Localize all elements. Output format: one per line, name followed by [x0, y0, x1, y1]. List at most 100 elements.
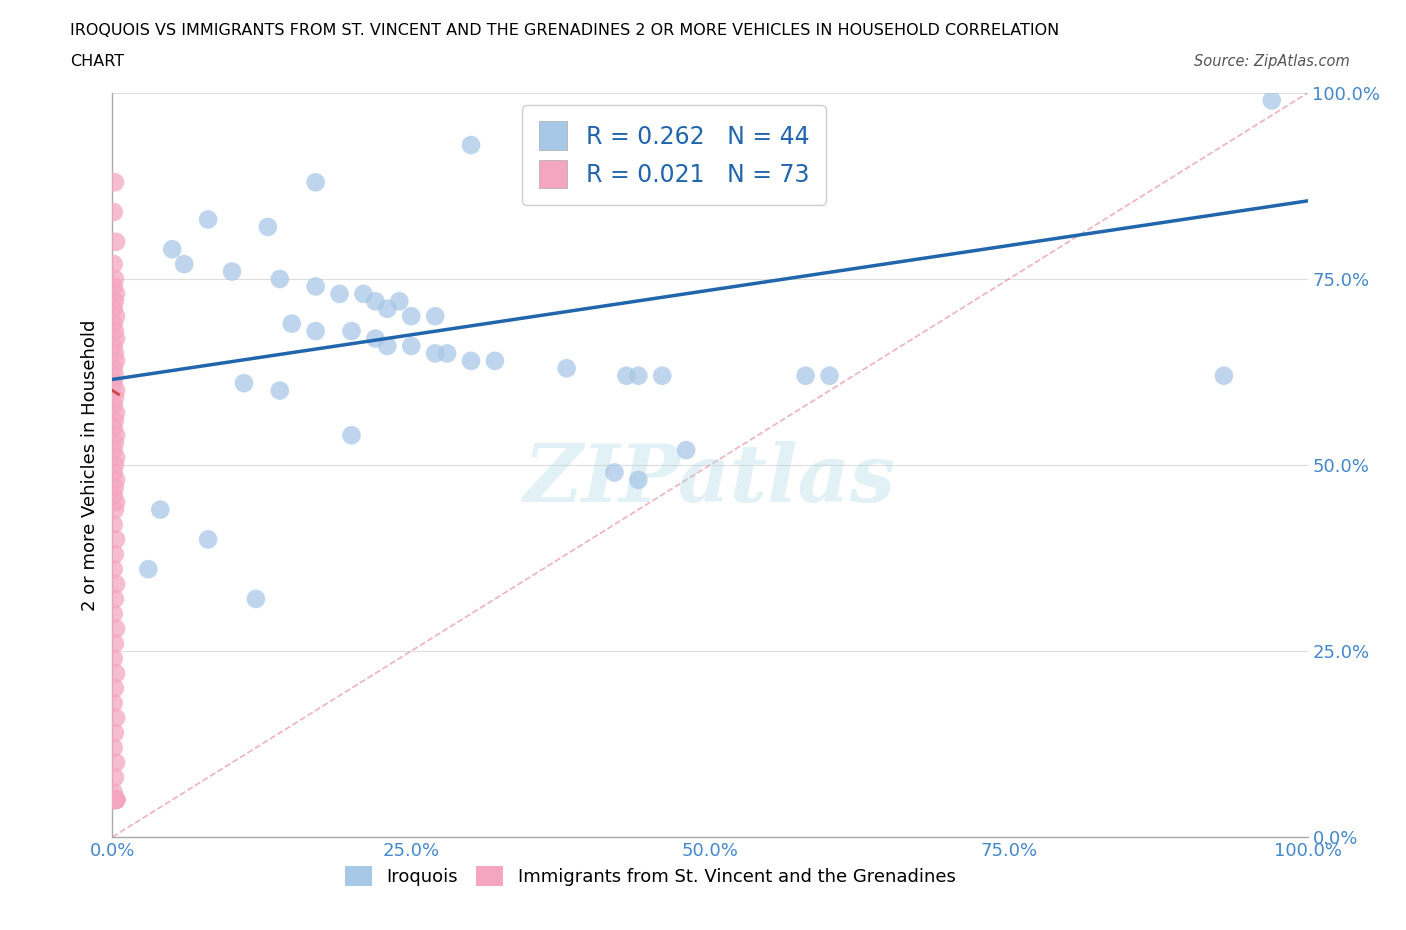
Point: [257, 219, 280, 234]
Point: [103, 792, 125, 807]
Point: [103, 696, 125, 711]
Point: [305, 175, 328, 190]
Point: [616, 368, 638, 383]
Point: [104, 792, 127, 807]
Point: [104, 591, 127, 606]
Text: IROQUOIS VS IMMIGRANTS FROM ST. VINCENT AND THE GRENADINES 2 OR MORE VEHICLES IN: IROQUOIS VS IMMIGRANTS FROM ST. VINCENT …: [70, 23, 1060, 38]
Point: [105, 792, 128, 807]
Point: [103, 562, 125, 577]
Point: [104, 636, 127, 651]
Point: [103, 420, 125, 435]
Point: [377, 339, 399, 353]
Point: [103, 517, 125, 532]
Point: [105, 405, 128, 420]
Point: [105, 450, 128, 465]
Point: [460, 138, 482, 153]
Point: [173, 257, 195, 272]
Point: [104, 413, 127, 428]
Point: [104, 391, 127, 405]
Point: [281, 316, 304, 331]
Point: [138, 562, 160, 577]
Point: [364, 294, 387, 309]
Point: [425, 309, 447, 324]
Point: [104, 792, 127, 807]
Point: [105, 309, 128, 324]
Point: [103, 785, 125, 800]
Point: [105, 331, 128, 346]
Point: [104, 792, 127, 807]
Point: [388, 294, 411, 309]
Point: [103, 398, 125, 413]
Point: [818, 368, 841, 383]
Point: [104, 770, 127, 785]
Point: [103, 792, 125, 807]
Point: [555, 361, 578, 376]
Point: [104, 272, 127, 286]
Point: [103, 792, 125, 807]
Point: [103, 740, 125, 755]
Point: [162, 242, 183, 257]
Point: [627, 472, 650, 487]
Text: CHART: CHART: [70, 54, 124, 69]
Point: [401, 339, 423, 353]
Point: [103, 339, 125, 353]
Point: [103, 651, 125, 666]
Point: [103, 316, 125, 331]
Point: [104, 175, 127, 190]
Point: [104, 294, 127, 309]
Point: [105, 383, 128, 398]
Point: [149, 502, 172, 517]
Point: [269, 272, 291, 286]
Point: [305, 324, 328, 339]
Point: [105, 792, 128, 807]
Point: [104, 547, 127, 562]
Point: [269, 383, 291, 398]
Point: [105, 428, 128, 443]
Point: [105, 234, 128, 249]
Point: [103, 257, 125, 272]
Point: [105, 792, 128, 807]
Point: [105, 711, 128, 725]
Point: [103, 376, 125, 391]
Point: [104, 480, 127, 495]
Point: [436, 346, 458, 361]
Point: [105, 792, 128, 807]
Point: [103, 792, 125, 807]
Point: [460, 353, 482, 368]
Point: [104, 458, 127, 472]
Point: [103, 487, 125, 502]
Point: [105, 621, 128, 636]
Point: [105, 577, 128, 591]
Point: [305, 279, 328, 294]
Point: [105, 792, 128, 807]
Point: [197, 212, 219, 227]
Point: [425, 346, 447, 361]
Point: [103, 361, 125, 376]
Point: [104, 346, 127, 361]
Point: [104, 792, 127, 807]
Point: [105, 472, 128, 487]
Point: [105, 286, 128, 301]
Point: [103, 443, 125, 458]
Point: [105, 666, 128, 681]
Point: [105, 792, 128, 807]
Y-axis label: 2 or more Vehicles in Household: 2 or more Vehicles in Household: [80, 319, 98, 611]
Legend: Iroquois, Immigrants from St. Vincent and the Grenadines: Iroquois, Immigrants from St. Vincent an…: [336, 857, 965, 895]
Point: [340, 428, 363, 443]
Point: [221, 264, 243, 279]
Point: [233, 376, 256, 391]
Point: [103, 606, 125, 621]
Point: [401, 309, 423, 324]
Point: [651, 368, 673, 383]
Point: [104, 368, 127, 383]
Point: [105, 353, 128, 368]
Point: [103, 792, 125, 807]
Point: [1261, 93, 1284, 108]
Point: [104, 502, 127, 517]
Point: [352, 286, 374, 301]
Point: [105, 495, 128, 510]
Point: [103, 279, 125, 294]
Point: [675, 443, 697, 458]
Point: [104, 324, 127, 339]
Point: [103, 205, 125, 219]
